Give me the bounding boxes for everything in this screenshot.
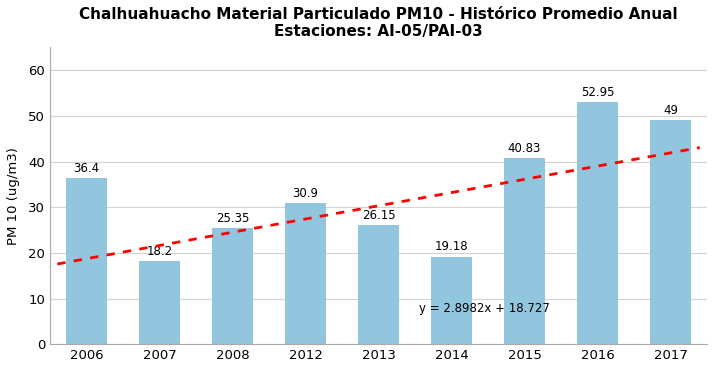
Bar: [139, 261, 180, 344]
Text: 25.35: 25.35: [216, 212, 249, 225]
Title: Chalhuahuacho Material Particulado PM10 - Histórico Promedio Anual
Estaciones: A: Chalhuahuacho Material Particulado PM10 …: [79, 7, 678, 39]
Text: 36.4: 36.4: [74, 162, 99, 175]
Text: 30.9: 30.9: [293, 187, 318, 200]
Text: 18.2: 18.2: [146, 245, 173, 258]
Text: 49: 49: [663, 104, 678, 117]
Text: y = 2.8982x + 18.727: y = 2.8982x + 18.727: [418, 301, 550, 314]
Bar: [213, 228, 253, 344]
Text: 19.18: 19.18: [435, 241, 468, 254]
Text: 52.95: 52.95: [580, 86, 614, 99]
Text: 40.83: 40.83: [508, 142, 541, 155]
Bar: [66, 178, 106, 344]
Text: 26.15: 26.15: [362, 208, 396, 222]
Bar: [431, 256, 472, 344]
Bar: [578, 103, 618, 344]
Bar: [358, 225, 398, 344]
Y-axis label: PM 10 (ug/m3): PM 10 (ug/m3): [7, 147, 20, 245]
Bar: [505, 158, 545, 344]
Bar: [286, 203, 326, 344]
Bar: [650, 121, 690, 344]
